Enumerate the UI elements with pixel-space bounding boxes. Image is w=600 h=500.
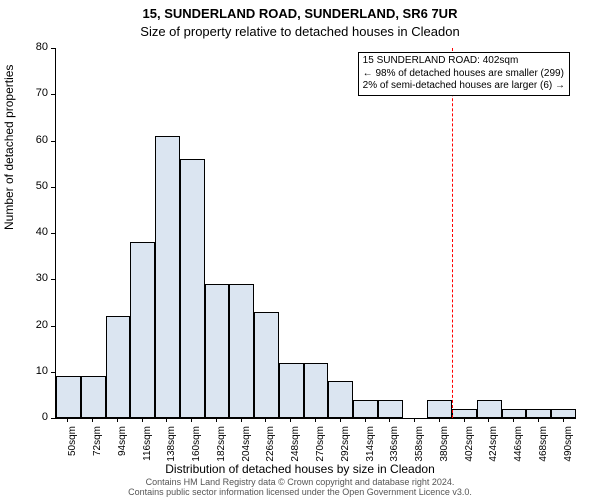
x-tick-label: 94sqm [117, 426, 128, 466]
histogram-bar [452, 409, 477, 418]
histogram-bar [155, 136, 180, 418]
annotation-line-1: 15 SUNDERLAND ROAD: 402sqm [363, 55, 519, 66]
footer-line-1: Contains HM Land Registry data © Crown c… [146, 477, 455, 487]
footer-attribution: Contains HM Land Registry data © Crown c… [0, 478, 600, 498]
x-tick-mark [241, 418, 242, 422]
x-tick-mark [563, 418, 564, 422]
x-tick-mark [513, 418, 514, 422]
x-tick-mark [538, 418, 539, 422]
histogram-bar [106, 316, 131, 418]
x-tick-mark [166, 418, 167, 422]
histogram-bar [205, 284, 230, 418]
chart-title-main: 15, SUNDERLAND ROAD, SUNDERLAND, SR6 7UR [0, 6, 600, 21]
footer-line-2: Contains public sector information licen… [128, 487, 472, 497]
x-tick-mark [488, 418, 489, 422]
chart-title-sub: Size of property relative to detached ho… [0, 24, 600, 39]
y-tick-mark [51, 233, 55, 234]
histogram-bar [502, 409, 527, 418]
y-tick-mark [51, 94, 55, 95]
histogram-bar [526, 409, 551, 418]
x-tick-mark [389, 418, 390, 422]
x-tick-mark [142, 418, 143, 422]
y-tick-mark [51, 372, 55, 373]
x-tick-label: 336sqm [389, 426, 400, 466]
histogram-bar [427, 400, 452, 419]
histogram-bar [378, 400, 403, 419]
annotation-box: 15 SUNDERLAND ROAD: 402sqm ← 98% of detac… [358, 52, 570, 96]
x-tick-label: 314sqm [365, 426, 376, 466]
y-tick-mark [51, 279, 55, 280]
y-tick-mark [51, 326, 55, 327]
x-tick-mark [117, 418, 118, 422]
y-tick-mark [51, 141, 55, 142]
x-tick-mark [464, 418, 465, 422]
x-tick-label: 248sqm [290, 426, 301, 466]
x-tick-mark [290, 418, 291, 422]
histogram-bar [56, 376, 81, 418]
y-tick-mark [51, 418, 55, 419]
histogram-bar [130, 242, 155, 418]
y-tick-mark [51, 187, 55, 188]
x-tick-mark [265, 418, 266, 422]
x-tick-label: 402sqm [464, 426, 475, 466]
x-tick-mark [67, 418, 68, 422]
x-tick-label: 138sqm [166, 426, 177, 466]
plot-area [55, 48, 576, 419]
x-tick-label: 226sqm [265, 426, 276, 466]
x-tick-label: 50sqm [67, 426, 78, 466]
x-tick-label: 380sqm [439, 426, 450, 466]
histogram-bar [328, 381, 353, 418]
x-tick-mark [216, 418, 217, 422]
histogram-bar [279, 363, 304, 419]
histogram-bar [477, 400, 502, 419]
histogram-bar [304, 363, 329, 419]
property-marker-line [452, 48, 453, 418]
histogram-bar [180, 159, 205, 418]
y-tick-label: 70 [8, 87, 48, 99]
x-tick-label: 446sqm [513, 426, 524, 466]
annotation-line-3: 2% of semi-detached houses are larger (6… [363, 80, 565, 91]
y-tick-label: 30 [8, 272, 48, 284]
y-tick-label: 50 [8, 180, 48, 192]
x-tick-label: 358sqm [414, 426, 425, 466]
x-tick-label: 468sqm [538, 426, 549, 466]
x-tick-label: 424sqm [488, 426, 499, 466]
x-tick-mark [340, 418, 341, 422]
x-tick-label: 490sqm [563, 426, 574, 466]
x-tick-label: 182sqm [216, 426, 227, 466]
x-tick-mark [92, 418, 93, 422]
x-tick-label: 292sqm [340, 426, 351, 466]
y-tick-label: 20 [8, 319, 48, 331]
x-tick-label: 270sqm [315, 426, 326, 466]
histogram-bar [254, 312, 279, 418]
histogram-bar [81, 376, 106, 418]
y-tick-label: 0 [8, 411, 48, 423]
x-tick-label: 204sqm [241, 426, 252, 466]
x-tick-mark [414, 418, 415, 422]
y-tick-mark [51, 48, 55, 49]
histogram-bar [551, 409, 576, 418]
x-tick-mark [315, 418, 316, 422]
y-tick-label: 40 [8, 226, 48, 238]
y-tick-label: 60 [8, 134, 48, 146]
histogram-bar [353, 400, 378, 419]
x-tick-label: 160sqm [191, 426, 202, 466]
y-tick-label: 80 [8, 41, 48, 53]
y-tick-label: 10 [8, 365, 48, 377]
x-tick-mark [365, 418, 366, 422]
chart-container: 15, SUNDERLAND ROAD, SUNDERLAND, SR6 7UR… [0, 0, 600, 500]
x-tick-mark [191, 418, 192, 422]
annotation-line-2: ← 98% of detached houses are smaller (29… [363, 68, 564, 79]
x-tick-label: 72sqm [92, 426, 103, 466]
histogram-bar [229, 284, 254, 418]
x-tick-mark [439, 418, 440, 422]
x-tick-label: 116sqm [142, 426, 153, 466]
